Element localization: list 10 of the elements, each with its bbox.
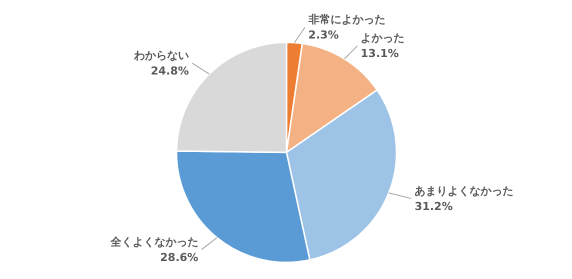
data-label: 2.3% <box>308 28 339 42</box>
slice-label: よかった <box>360 32 405 45</box>
slice-label: 非常によかった <box>307 12 386 26</box>
data-label: 13.1% <box>360 47 399 60</box>
data-label: 28.6% <box>160 250 198 264</box>
slice-label: 全くよくなかった <box>109 235 198 248</box>
data-label: 24.8% <box>150 64 189 78</box>
data-label: 31.2% <box>414 200 453 213</box>
slice-label: わからない <box>132 48 189 62</box>
slice-label: あまりよくなかった <box>414 184 514 198</box>
